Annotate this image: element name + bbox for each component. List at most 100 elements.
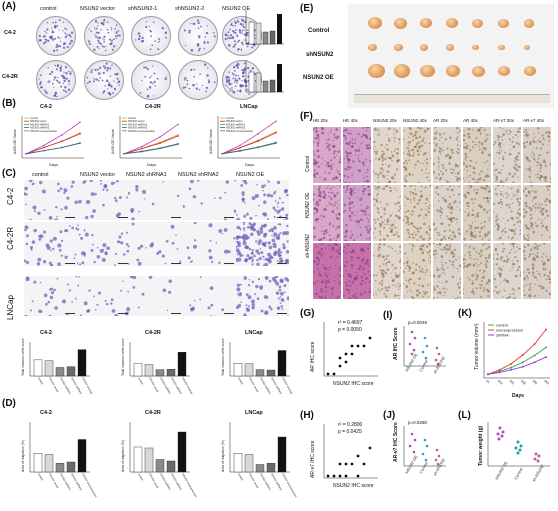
- ihc-image: [523, 185, 551, 241]
- k-tick-label: d35: [532, 379, 539, 386]
- b-legend-label: NSUN2 shRNA2: [128, 126, 148, 130]
- g-point: [350, 344, 354, 348]
- invasion-micrograph: [130, 222, 183, 266]
- b-legend-label: NSUN2 shRNA2: [226, 126, 246, 130]
- k-point: [510, 368, 513, 371]
- colony-dish: [36, 16, 76, 56]
- j-point: [437, 454, 441, 458]
- h-point: [338, 474, 342, 478]
- bar: [55, 367, 65, 377]
- l-point: [516, 440, 520, 444]
- h-point: [344, 462, 348, 466]
- a-bar: [262, 80, 269, 93]
- k-ylabel: Tumor volume (mm³): [474, 323, 480, 370]
- i-point: [434, 358, 438, 362]
- b-xlabel: Days: [49, 162, 58, 167]
- bar: [177, 431, 187, 473]
- f-column-label: AR-v7 20x: [493, 118, 515, 123]
- invasion-micrograph: [183, 222, 236, 266]
- b-title-3: LNCap: [240, 104, 258, 110]
- b-ylabel: A450 OD Value: [111, 129, 115, 154]
- c-row-3: LNCap: [6, 295, 15, 320]
- bar-ylabel: Total invasion cells count: [221, 338, 225, 376]
- a-col-5: NSUN2 OE: [222, 6, 251, 12]
- k-point: [533, 354, 536, 357]
- colony-dish: [36, 60, 76, 100]
- h-point: [356, 454, 360, 458]
- k-tick-label: d14: [497, 379, 504, 386]
- i-point: [412, 348, 416, 352]
- k-tick-label: d1: [485, 379, 490, 384]
- colony-dish: [84, 16, 124, 56]
- h-point: [326, 474, 330, 478]
- b-point: [177, 123, 179, 126]
- panel-letter-f: (F): [300, 111, 313, 122]
- e-row-3: NSUN2 OE: [303, 75, 334, 81]
- tumor-specimen: [394, 43, 403, 52]
- invasion-micrograph: [183, 276, 236, 316]
- panel-letter-h: (H): [300, 410, 314, 421]
- bar-category-label: NSUN2 vector: [248, 377, 260, 393]
- c-col-1: control: [32, 172, 49, 178]
- l-point: [514, 446, 518, 450]
- h-xlabel: NSUN2 IHC score: [333, 483, 374, 489]
- bar-ylabel: Area of migration (%): [221, 440, 225, 472]
- b-point: [43, 144, 45, 147]
- k-tumor-volume-chart: d1 d14 d21 d28 d35 d42 controloverexpressionsh…: [483, 322, 550, 386]
- bar-category-label: NSUN2 shRNA2: [70, 473, 83, 492]
- bar: [166, 460, 176, 473]
- b-point: [257, 140, 259, 142]
- l-point: [501, 430, 505, 434]
- i-point: [424, 356, 428, 360]
- b-ylabel: A450 OD Value: [13, 129, 17, 154]
- f-column-label: AR-v7 40x: [523, 118, 545, 123]
- h-point: [362, 462, 366, 466]
- ihc-image: [433, 185, 461, 241]
- g-point: [326, 372, 330, 376]
- tumor-specimen: [368, 63, 385, 78]
- tumor-photo: [348, 4, 554, 108]
- ihc-image: [463, 185, 491, 241]
- b-series-line: [25, 142, 81, 155]
- f-column-label: AR 40x: [463, 118, 478, 123]
- b-legend-label: NSUN2 vector: [30, 119, 47, 123]
- b-series-line: [123, 124, 179, 155]
- bar: [255, 464, 265, 473]
- k-legend-label: control: [496, 323, 508, 328]
- b-series-line: [221, 120, 277, 155]
- l-point: [534, 452, 538, 456]
- k-series-line: [487, 347, 547, 375]
- ihc-image: [403, 127, 431, 183]
- f-column-label: NSUN2 40x: [403, 118, 427, 123]
- l-point: [537, 454, 541, 458]
- bar-category-label: NSUN2 overexpression: [81, 473, 98, 499]
- a-bar: [248, 71, 255, 93]
- invasion-micrograph: [236, 180, 289, 220]
- b-point: [61, 134, 63, 136]
- h-r2: r² = 0.2800: [338, 422, 363, 428]
- ihc-image: [463, 243, 491, 299]
- panel-letter-c: (C): [2, 168, 16, 179]
- colony-dish: [131, 16, 171, 56]
- i-point: [413, 336, 417, 340]
- a-col-1: control: [40, 6, 57, 12]
- c-bar-title-1: C4-2: [40, 330, 52, 336]
- a-col-3: shNSUN2-1: [128, 6, 158, 12]
- i-ylabel: AR IHC Score: [393, 327, 399, 360]
- a-col-2: NSUN2 vector: [80, 6, 116, 12]
- h-scatter: [323, 424, 378, 479]
- k-tick-label: d42: [543, 379, 550, 386]
- k-series-line: [487, 356, 547, 375]
- a-bar: [248, 21, 255, 45]
- b-series-line: [221, 132, 277, 155]
- k-point: [545, 356, 547, 359]
- invasion-micrograph: [77, 180, 130, 220]
- bar: [155, 369, 165, 377]
- j-dotplot: [403, 426, 446, 467]
- l-point: [516, 451, 520, 455]
- k-legend-label: overexpression: [496, 328, 523, 333]
- ihc-image: [433, 127, 461, 183]
